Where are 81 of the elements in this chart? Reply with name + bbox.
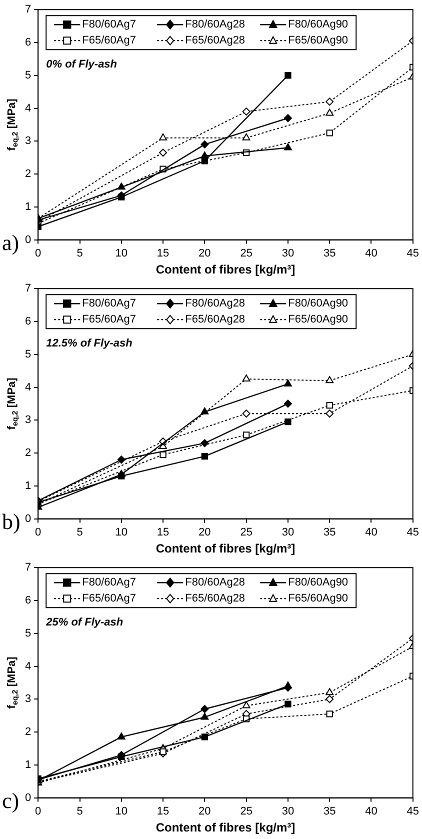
x-tick-label: 45 bbox=[406, 526, 420, 538]
x-tick-label: 30 bbox=[282, 805, 294, 818]
legend-label: F80/60Ag90 bbox=[288, 576, 348, 589]
annotation: 0% of Fly-ash bbox=[46, 58, 118, 71]
x-tick-label: 5 bbox=[76, 805, 83, 818]
x-tick-label: 45 bbox=[406, 805, 420, 818]
x-tick-label: 35 bbox=[323, 805, 336, 818]
y-tick-label: 3 bbox=[24, 693, 32, 706]
y-tick-label: 1 bbox=[24, 758, 32, 771]
text: b) bbox=[2, 508, 20, 534]
y-tick-label: 5 bbox=[24, 627, 32, 640]
legend-label: F65/60Ag90 bbox=[288, 34, 348, 47]
x-tick-label: 0 bbox=[35, 805, 42, 818]
y-tick-label: 0 bbox=[24, 512, 32, 525]
legend-label: F65/60Ag7 bbox=[82, 314, 136, 326]
x-tick-label: 25 bbox=[240, 526, 252, 538]
x-tick-label: 20 bbox=[198, 805, 211, 818]
y-tick-label: 4 bbox=[24, 381, 32, 394]
y-tick-label: 7 bbox=[24, 282, 32, 295]
y-tick-label: 2 bbox=[24, 447, 32, 460]
y-tick-label: 4 bbox=[24, 102, 32, 114]
legend-label: F80/60Ag7 bbox=[82, 298, 136, 310]
x-tick-label: 40 bbox=[365, 805, 378, 818]
x-axis-title: Content of fibres [kg/m³] bbox=[156, 820, 296, 834]
y-tick-label: 6 bbox=[24, 594, 32, 607]
x-tick-label: 45 bbox=[406, 247, 420, 260]
legend-label: F65/60Ag90 bbox=[288, 314, 348, 326]
x-tick-label: 0 bbox=[35, 247, 42, 260]
y-tick-label: 2 bbox=[24, 168, 32, 180]
x-tick-label: 5 bbox=[76, 247, 83, 260]
y-tick-label: 5 bbox=[24, 69, 32, 82]
x-tick-label: 40 bbox=[365, 247, 378, 260]
x-tick-label: 10 bbox=[115, 247, 128, 260]
legend-label: F65/60Ag28 bbox=[185, 34, 246, 47]
x-tick-label: 15 bbox=[156, 805, 170, 818]
legend-label: F80/60Ag7 bbox=[82, 18, 136, 31]
x-tick-label: 40 bbox=[365, 526, 378, 538]
x-tick-label: 20 bbox=[198, 247, 211, 260]
x-tick-label: 35 bbox=[323, 526, 336, 538]
x-tick-label: 15 bbox=[156, 526, 170, 538]
y-tick-label: 3 bbox=[24, 135, 32, 148]
x-tick-label: 25 bbox=[240, 247, 252, 260]
y-tick-label: 5 bbox=[24, 348, 32, 360]
x-tick-label: 5 bbox=[76, 526, 83, 538]
x-axis-title: Content of fibres [kg/m³] bbox=[156, 262, 296, 276]
x-tick-label: 10 bbox=[115, 526, 128, 538]
y-tick-label: 6 bbox=[24, 316, 32, 328]
legend-label: F80/60Ag90 bbox=[288, 298, 348, 310]
x-tick-label: 0 bbox=[35, 526, 42, 538]
legend-label: F80/60Ag28 bbox=[185, 576, 246, 589]
legend-label: F80/60Ag7 bbox=[82, 576, 136, 589]
text: c) bbox=[2, 788, 20, 813]
y-tick-label: 7 bbox=[24, 4, 32, 16]
y-tick-label: 4 bbox=[24, 660, 32, 672]
y-tick-label: 3 bbox=[24, 414, 32, 426]
x-tick-label: 15 bbox=[156, 247, 170, 260]
y-tick-label: 1 bbox=[24, 200, 32, 213]
text: a) bbox=[2, 230, 20, 255]
legend-label: F65/60Ag90 bbox=[288, 592, 348, 605]
y-tick-label: 0 bbox=[24, 234, 32, 246]
y-tick-label: 7 bbox=[24, 562, 32, 574]
x-tick-label: 25 bbox=[240, 805, 252, 818]
y-tick-label: 0 bbox=[24, 792, 32, 804]
y-tick-label: 6 bbox=[24, 36, 32, 49]
x-tick-label: 20 bbox=[198, 526, 211, 538]
x-tick-label: 35 bbox=[323, 247, 336, 260]
x-tick-label: 10 bbox=[115, 805, 128, 818]
annotation: 25% of Fly-ash bbox=[45, 616, 124, 629]
legend-label: F65/60Ag28 bbox=[185, 592, 246, 605]
legend-label: F65/60Ag7 bbox=[82, 34, 136, 47]
x-tick-label: 30 bbox=[282, 526, 294, 538]
x-axis-title: Content of fibres [kg/m³] bbox=[156, 541, 296, 556]
y-tick-label: 1 bbox=[24, 480, 32, 492]
legend-label: F80/60Ag28 bbox=[185, 18, 246, 31]
y-tick-label: 2 bbox=[24, 726, 32, 738]
legend-label: F80/60Ag90 bbox=[288, 18, 348, 31]
legend-label: F65/60Ag28 bbox=[185, 314, 246, 326]
x-tick-label: 30 bbox=[282, 247, 294, 260]
legend-label: F80/60Ag28 bbox=[185, 298, 246, 310]
legend-label: F65/60Ag7 bbox=[82, 592, 136, 605]
annotation: 12.5% of Fly-ash bbox=[46, 338, 133, 350]
